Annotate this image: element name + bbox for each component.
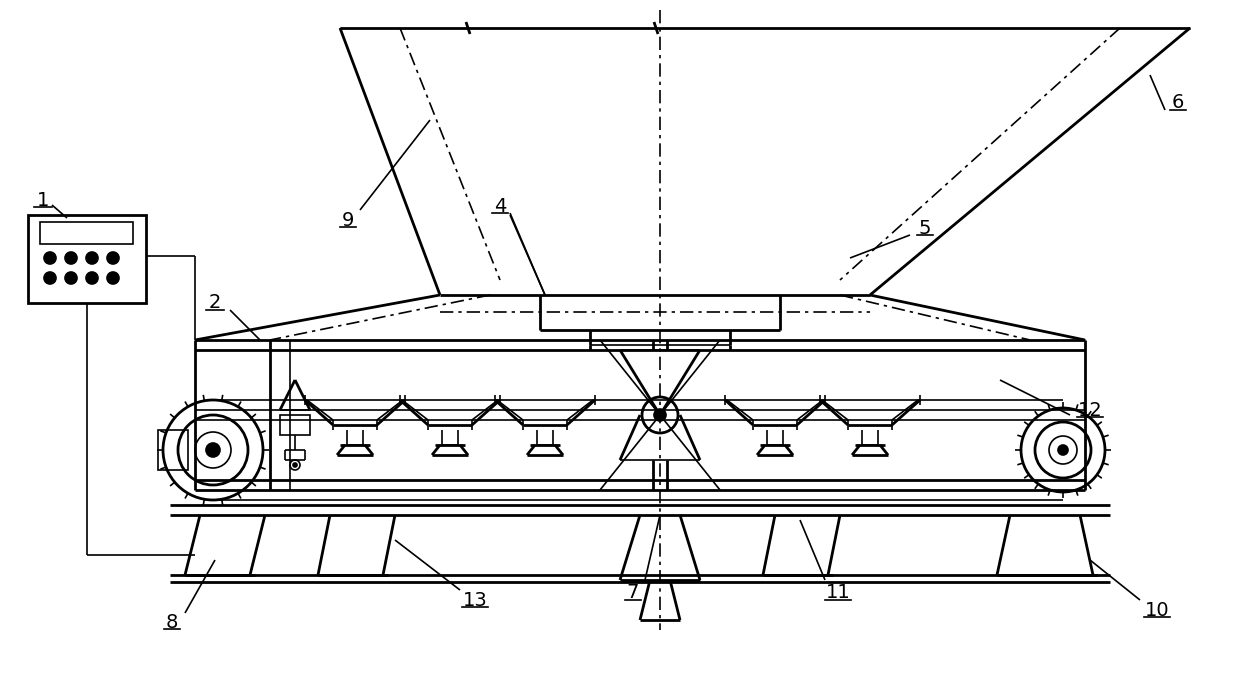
Circle shape [107,252,119,264]
Text: 11: 11 [826,583,851,603]
Circle shape [293,463,298,467]
Text: 5: 5 [919,218,931,237]
Circle shape [1058,445,1068,455]
Text: 6: 6 [1172,94,1184,112]
Bar [157,430,188,470]
Circle shape [107,272,119,284]
Circle shape [64,272,77,284]
Text: 8: 8 [166,612,179,631]
Bar [40,222,133,244]
Circle shape [86,252,98,264]
Circle shape [64,252,77,264]
Text: 10: 10 [1145,601,1169,620]
Circle shape [43,272,56,284]
Circle shape [653,409,666,421]
Circle shape [86,272,98,284]
Text: 2: 2 [208,293,221,313]
Circle shape [43,252,56,264]
Text: 12: 12 [1078,401,1102,419]
Circle shape [206,443,219,457]
Text: 4: 4 [494,196,506,215]
Bar [280,415,310,435]
Bar [29,215,146,303]
Text: 1: 1 [37,191,50,209]
Text: 7: 7 [626,583,639,603]
Text: 9: 9 [342,211,355,230]
Text: 13: 13 [463,590,487,609]
